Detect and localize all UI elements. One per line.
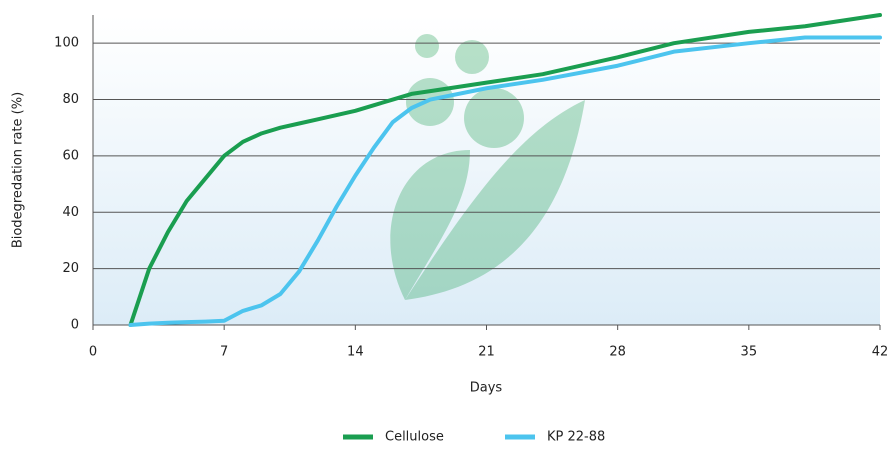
y-tick-label: 100 xyxy=(54,36,79,51)
x-axis-label: Days xyxy=(470,381,503,396)
y-tick-label: 40 xyxy=(62,205,79,220)
x-tick-label: 21 xyxy=(478,345,495,360)
x-tick-label: 28 xyxy=(609,345,626,360)
x-tick-label: 35 xyxy=(741,345,758,360)
y-tick-label: 20 xyxy=(62,261,79,276)
legend: Cellulose KP 22-88 xyxy=(343,430,605,445)
legend-label: KP 22-88 xyxy=(547,430,605,445)
y-axis-label: Biodegredation rate (%) xyxy=(11,92,26,248)
x-tick-label: 0 xyxy=(89,345,97,360)
legend-label: Cellulose xyxy=(385,430,444,445)
chart: Biodegredation rate (%) Days Cellulose KP… xyxy=(0,0,893,445)
y-tick-label: 80 xyxy=(62,92,79,107)
y-tick-label: 0 xyxy=(71,318,79,333)
x-tick-label: 7 xyxy=(220,345,228,360)
x-tick-label: 42 xyxy=(872,345,889,360)
x-tick-label: 14 xyxy=(347,345,364,360)
y-tick-label: 60 xyxy=(62,148,79,163)
